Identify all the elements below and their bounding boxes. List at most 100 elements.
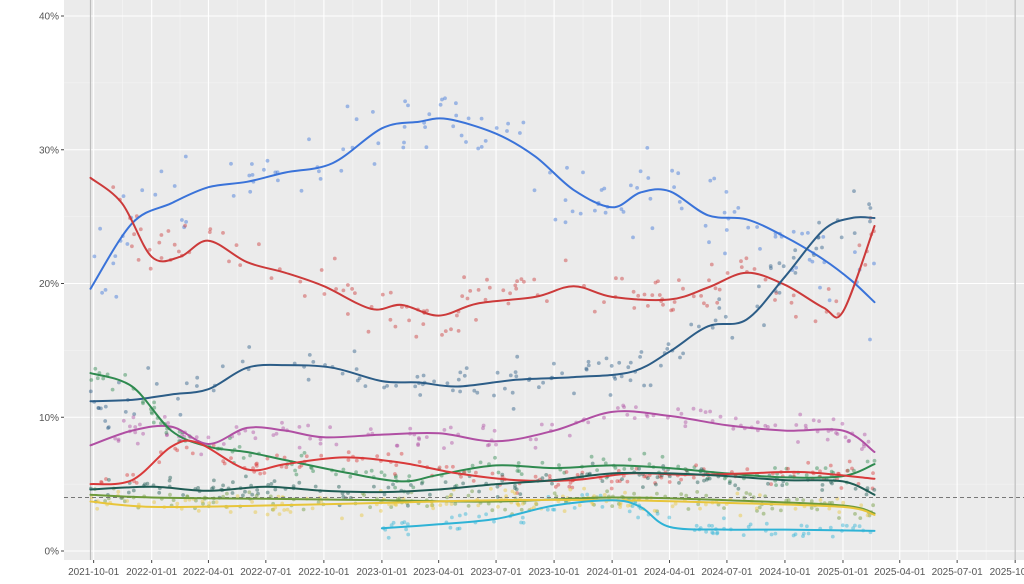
poll-point	[677, 200, 682, 204]
poll-point	[654, 482, 658, 487]
poll-point	[513, 283, 518, 288]
poll-point	[567, 484, 572, 489]
poll-point	[708, 409, 712, 414]
poll-point	[510, 489, 515, 494]
poll-point	[518, 492, 523, 496]
poll-point	[703, 223, 708, 228]
trend-lines	[89, 117, 876, 532]
poll-point	[409, 483, 413, 487]
poll-point	[646, 176, 651, 180]
poll-point	[389, 505, 394, 509]
poll-point	[514, 487, 519, 492]
poll-point	[867, 513, 872, 518]
poll-point	[514, 286, 519, 291]
poll-point	[196, 486, 201, 490]
x-tick-label: 2024-04-01	[644, 567, 696, 578]
poll-point	[520, 501, 525, 506]
poll-point	[661, 302, 665, 307]
poll-point	[493, 455, 497, 460]
poll-point	[212, 478, 216, 483]
x-tick-label: 2024-01-01	[587, 567, 639, 578]
poll-point	[603, 461, 608, 466]
poll-point	[141, 399, 145, 404]
poll-point	[297, 425, 302, 429]
poll-point	[393, 475, 398, 480]
poll-point	[619, 374, 624, 379]
poll-point	[495, 370, 500, 375]
poll-point	[132, 232, 137, 237]
poll-point	[490, 508, 495, 513]
poll-point	[733, 483, 738, 488]
x-axis: 2021-10-01 2022-01-01 2022-04-01 2022-07-01…	[68, 560, 1024, 578]
poll-point	[425, 504, 429, 508]
poll-point	[725, 271, 730, 275]
poll-point	[646, 304, 650, 308]
poll-point	[388, 317, 393, 322]
poll-point	[710, 524, 714, 528]
poll-point	[462, 275, 466, 280]
poll-point	[625, 479, 630, 484]
poll-point	[496, 470, 501, 475]
poll-point	[773, 531, 778, 536]
poll-point	[445, 381, 450, 386]
poll-point	[692, 465, 697, 469]
poll-point	[355, 378, 360, 383]
poll-point	[592, 309, 597, 314]
poll-point	[195, 375, 200, 380]
poll-point	[157, 240, 162, 245]
poll-point	[442, 446, 446, 450]
poll-point	[251, 430, 256, 435]
poll-point	[567, 433, 572, 438]
poll-point	[650, 293, 655, 297]
poll-point	[722, 506, 726, 510]
poll-point	[717, 297, 722, 302]
poll-point	[393, 472, 397, 476]
poll-point	[225, 491, 229, 496]
poll-point	[393, 324, 398, 329]
poll-point	[194, 435, 199, 440]
poll-point	[444, 502, 449, 506]
poll-point	[791, 255, 796, 260]
poll-point	[621, 403, 626, 408]
poll-point	[553, 217, 558, 222]
poll-point	[302, 451, 307, 455]
poll-point	[589, 454, 594, 459]
poll-point	[199, 452, 204, 457]
poll-point	[585, 492, 590, 497]
poll-point	[168, 492, 172, 497]
poll-point	[853, 486, 858, 491]
poll-point	[489, 486, 493, 491]
poll-point	[644, 474, 649, 479]
poll-point	[273, 505, 278, 510]
poll-point	[769, 482, 773, 487]
poll-point	[227, 259, 231, 264]
poll-point	[845, 468, 850, 473]
poll-point	[95, 506, 100, 511]
poll-point	[413, 384, 418, 389]
poll-point	[604, 356, 609, 361]
poll-point	[763, 277, 768, 282]
poll-point	[150, 411, 154, 416]
poll-point	[563, 198, 568, 203]
poll-point	[444, 465, 449, 469]
poll-point	[184, 381, 189, 386]
poll-point	[501, 288, 506, 293]
poll-point	[596, 361, 601, 365]
poll-point	[691, 475, 696, 480]
poll-point	[389, 523, 394, 528]
trend-line	[89, 410, 876, 453]
poll-point	[578, 211, 583, 216]
poll-point	[449, 502, 454, 506]
poll-point	[403, 99, 407, 104]
poll-point	[562, 509, 567, 513]
poll-point	[715, 531, 719, 536]
poll-point	[417, 460, 422, 464]
poll-point	[532, 277, 537, 282]
poll-point	[184, 445, 189, 450]
poll-point	[789, 300, 794, 305]
poll-point	[122, 499, 127, 504]
poll-point	[440, 333, 444, 337]
poll-point	[590, 461, 595, 466]
poll-point	[183, 154, 188, 159]
poll-point	[602, 415, 606, 420]
